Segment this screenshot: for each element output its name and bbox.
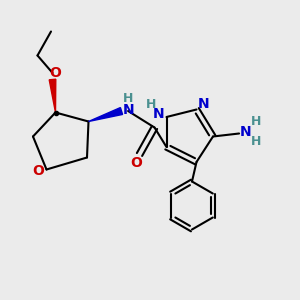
- Text: H: H: [146, 98, 156, 111]
- Text: H: H: [123, 92, 133, 105]
- Text: N: N: [122, 103, 134, 116]
- Polygon shape: [49, 79, 56, 112]
- Text: N: N: [152, 107, 164, 121]
- Text: N: N: [197, 97, 209, 111]
- Text: O: O: [32, 164, 44, 178]
- Polygon shape: [88, 108, 123, 122]
- Text: H: H: [251, 135, 261, 148]
- Text: O: O: [49, 66, 61, 80]
- Text: N: N: [239, 125, 251, 139]
- Text: H: H: [251, 115, 261, 128]
- Text: O: O: [130, 156, 142, 170]
